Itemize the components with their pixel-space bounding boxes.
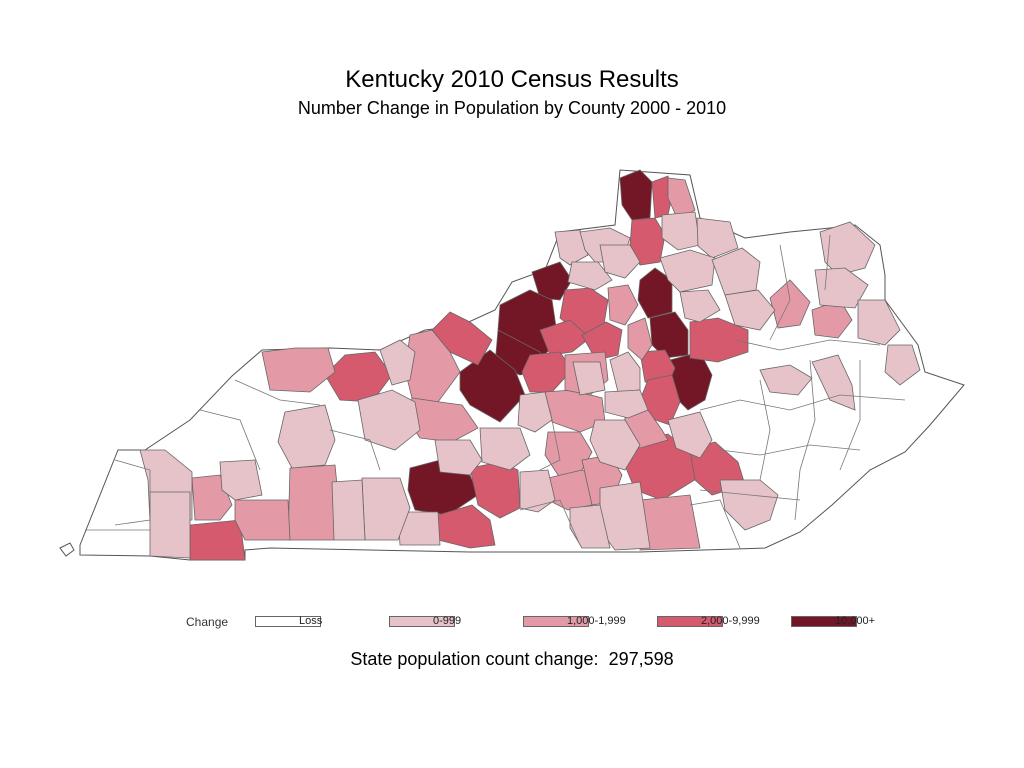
county-0-999-72	[357, 389, 421, 451]
county-0-999-64	[434, 439, 483, 476]
state-change-value: 297,598	[608, 649, 674, 669]
county-0-999-43	[554, 229, 589, 266]
county-1000-1999-38	[287, 464, 339, 541]
island-outline	[59, 542, 75, 557]
county-0-999-58	[811, 354, 856, 411]
county-0-999-48	[696, 217, 739, 259]
county-0-999-76	[589, 419, 641, 471]
counties-layer	[139, 169, 921, 561]
county-2000-9999-17	[689, 317, 749, 363]
county-0-999-55	[857, 299, 901, 346]
county-1000-1999-27	[627, 317, 653, 361]
county-0-999-53	[819, 221, 876, 276]
county-0-999-73	[379, 339, 416, 386]
county-2000-9999-9	[651, 175, 673, 219]
county-0-999-57	[759, 364, 813, 396]
county-1000-1999-28	[261, 347, 336, 393]
map-subtitle: Number Change in Population by County 20…	[297, 98, 727, 118]
state-change-summary: State population count change: 297,598	[0, 648, 1024, 670]
county-10000-plus-4	[459, 349, 526, 423]
county-0-999-71	[277, 404, 336, 469]
county-0-999-45	[567, 261, 613, 291]
legend-title: Change	[186, 615, 229, 629]
county-0-999-49	[659, 249, 716, 293]
legend: Change Loss 0-999 1,000-1,999 2,000-9,99…	[0, 612, 1024, 634]
county-0-999-54	[814, 267, 869, 309]
county-1000-1999-26	[607, 284, 639, 326]
legend-label-0-999: 0-999	[433, 615, 462, 627]
county-2000-9999-24	[189, 519, 246, 561]
county-10000-plus-0	[619, 169, 653, 221]
legend-swatch-2000-9999	[657, 616, 723, 627]
county-0-999-61	[569, 504, 611, 549]
county-0-999-77	[667, 411, 713, 459]
county-boundaries	[85, 234, 906, 549]
county-0-999-50	[711, 247, 761, 296]
county-0-999-56	[884, 344, 921, 386]
county-0-999-75	[604, 389, 649, 419]
county-0-999-51	[679, 289, 721, 323]
legend-label-2000-9999: 2,000-9,999	[701, 615, 760, 627]
county-10000-plus-5	[637, 267, 673, 319]
county-0-999-74	[609, 351, 641, 393]
county-0-999-52	[724, 289, 776, 331]
legend-swatch-10000-plus	[791, 616, 857, 627]
legend-swatch-1000-1999	[523, 616, 589, 627]
legend-label-loss: Loss	[299, 615, 323, 627]
legend-label-10000-plus: 10,000+	[835, 615, 876, 627]
county-0-999-70	[149, 491, 191, 559]
state-change-label: State population count change:	[350, 649, 599, 669]
county-0-999-62	[519, 469, 556, 513]
legend-swatch-loss	[255, 616, 321, 627]
map-title: Kentucky 2010 Census Results	[345, 66, 679, 93]
legend-label-1000-1999: 1,000-1,999	[567, 615, 626, 627]
county-0-999-47	[661, 211, 701, 251]
county-0-999-67	[331, 479, 366, 541]
county-0-999-79	[572, 361, 606, 396]
county-0-999-68	[219, 459, 263, 501]
county-1000-1999-39	[234, 499, 291, 541]
county-0-999-78	[517, 391, 553, 433]
county-0-999-63	[479, 427, 531, 471]
county-0-999-46	[599, 244, 641, 279]
legend-swatch-0-999	[389, 616, 455, 627]
county-2000-9999-12	[539, 319, 591, 356]
